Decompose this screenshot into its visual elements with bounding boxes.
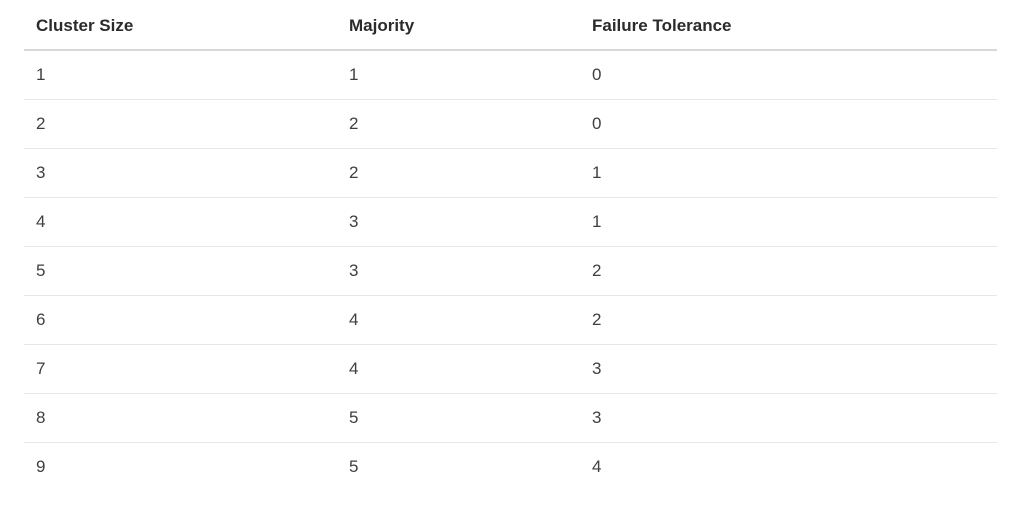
cell-failure-tolerance: 0 — [580, 99, 997, 149]
cell-failure-tolerance: 2 — [580, 295, 997, 345]
cell-cluster-size: 5 — [24, 246, 337, 296]
cell-majority: 3 — [337, 197, 580, 247]
table-row: 2 2 0 — [24, 99, 997, 149]
table-row: 8 5 3 — [24, 393, 997, 443]
header-cell-failure-tolerance: Failure Tolerance — [580, 0, 997, 51]
cell-failure-tolerance: 1 — [580, 148, 997, 198]
table-row: 6 4 2 — [24, 295, 997, 345]
cell-failure-tolerance: 3 — [580, 393, 997, 443]
document-page: Cluster Size Majority Failure Tolerance … — [24, 0, 997, 491]
table-row: 4 3 1 — [24, 197, 997, 247]
deployment-table: Cluster Size Majority Failure Tolerance … — [24, 0, 997, 491]
cell-cluster-size: 6 — [24, 295, 337, 345]
cell-cluster-size: 8 — [24, 393, 337, 443]
cell-failure-tolerance: 3 — [580, 344, 997, 394]
cell-majority: 5 — [337, 393, 580, 443]
cell-cluster-size: 7 — [24, 344, 337, 394]
cell-failure-tolerance: 0 — [580, 50, 997, 100]
table-row: 7 4 3 — [24, 344, 997, 394]
header-cell-majority: Majority — [337, 0, 580, 51]
cell-failure-tolerance: 2 — [580, 246, 997, 296]
header-cell-cluster-size: Cluster Size — [24, 0, 337, 51]
cell-cluster-size: 3 — [24, 148, 337, 198]
cell-cluster-size: 4 — [24, 197, 337, 247]
cell-majority: 3 — [337, 246, 580, 296]
cell-majority: 1 — [337, 50, 580, 100]
cell-cluster-size: 1 — [24, 50, 337, 100]
cell-failure-tolerance: 4 — [592, 457, 602, 476]
cell-cluster-size: 2 — [24, 99, 337, 149]
cell-cluster-size: 9 — [36, 457, 46, 476]
cell-majority: 4 — [337, 295, 580, 345]
table-row: 1 1 0 — [24, 50, 997, 100]
table-row: 9 5 4 — [24, 443, 997, 492]
cell-failure-tolerance: 1 — [580, 197, 997, 247]
table-row: 5 3 2 — [24, 246, 997, 296]
table-row: 3 2 1 — [24, 148, 997, 198]
cell-majority: 5 — [349, 457, 359, 476]
cell-majority: 2 — [337, 148, 580, 198]
cell-majority: 2 — [337, 99, 580, 149]
cell-majority: 4 — [337, 344, 580, 394]
table-header-row: Cluster Size Majority Failure Tolerance — [24, 0, 997, 51]
